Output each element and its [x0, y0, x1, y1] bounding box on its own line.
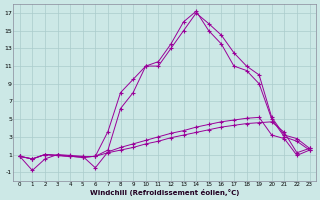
X-axis label: Windchill (Refroidissement éolien,°C): Windchill (Refroidissement éolien,°C) [90, 189, 239, 196]
